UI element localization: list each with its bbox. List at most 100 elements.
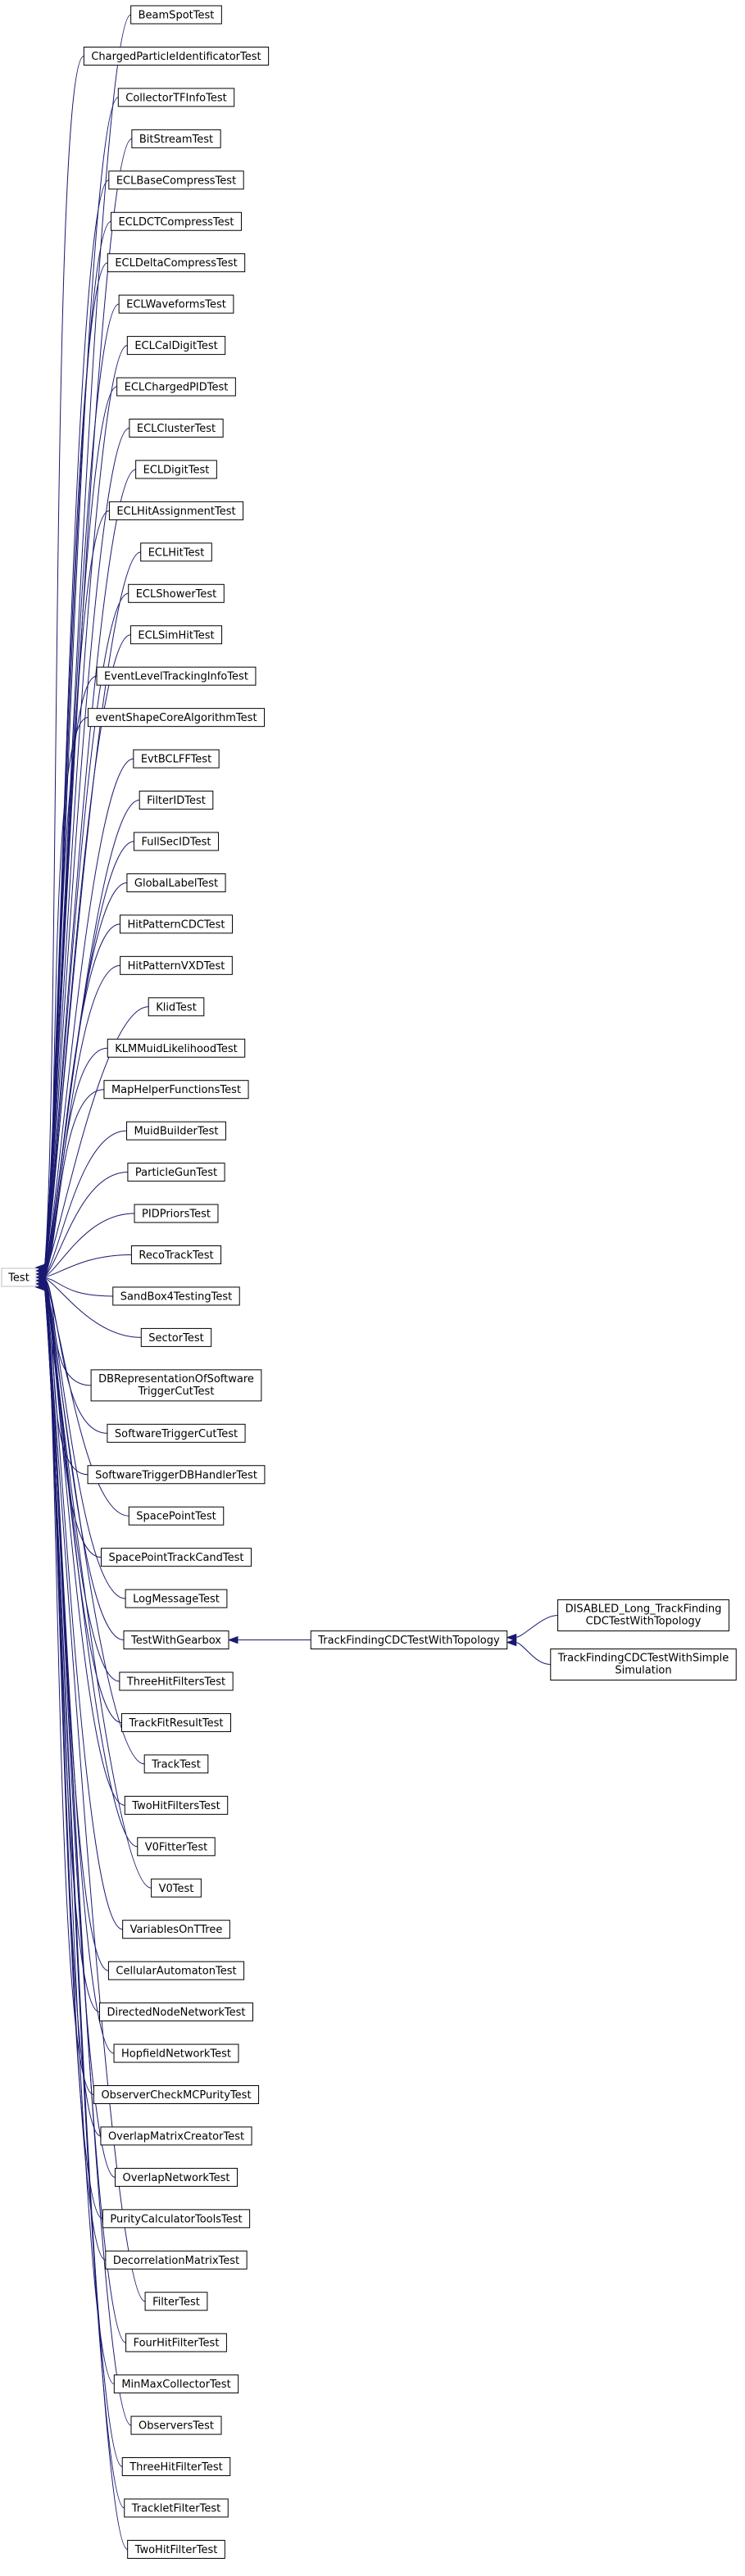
node-label: ECLSimHitTest [138,629,214,642]
class-node-reco-track-test[interactable]: RecoTrackTest [130,1245,222,1264]
class-node-eclwaveforms-test[interactable]: ECLWaveformsTest [118,294,234,314]
class-node-two-hit-filter-test[interactable]: TwoHitFilterTest [127,2539,225,2559]
class-node-filter-test[interactable]: FilterTest [144,2292,208,2311]
inheritance-edge [43,428,129,1274]
class-node-track-test[interactable]: TrackTest [143,1754,209,1774]
class-node-beam-spot-test[interactable]: BeamSpotTest [130,5,222,25]
class-node-observers-test[interactable]: ObserversTest [130,2415,222,2435]
class-node-particle-gun-test[interactable]: ParticleGunTest [127,1163,225,1182]
node-box [107,253,246,273]
class-node-map-helper-functions-test[interactable]: MapHelperFunctionsTest [103,1080,249,1100]
class-node-global-label-test[interactable]: GlobalLabelTest [126,873,226,892]
class-node-eclcal-digit-test[interactable]: ECLCalDigitTest [126,336,226,356]
class-node-space-point-test[interactable]: SpacePointTest [128,1506,225,1526]
node-label: V0FitterTest [145,1841,207,1853]
class-node-software-trigger-cut-test[interactable]: SoftwareTriggerCutTest [107,1423,246,1443]
class-node-filter-idtest[interactable]: FilterIDTest [139,791,214,810]
inheritance-edge [43,717,89,1276]
class-node-bit-stream-test[interactable]: BitStreamTest [131,129,221,148]
class-node-track-finding-cdctest-with-topology[interactable]: TrackFindingCDCTestWithTopology [310,1630,508,1650]
class-node-v0-fitter-test[interactable]: V0FitterTest [137,1837,216,1857]
class-node-klid-test[interactable]: KlidTest [148,997,205,1017]
class-node-purity-calculator-tools-test[interactable]: PurityCalculatorToolsTest [102,2209,251,2229]
class-node-hit-pattern-vxdtest[interactable]: HitPatternVXDTest [120,955,233,975]
class-node-ecldigit-test[interactable]: ECLDigitTest [135,460,217,479]
class-node-hopfield-network-test[interactable]: HopfieldNetworkTest [113,2043,239,2063]
node-label: ECLHitTest [148,546,205,559]
node-label: V0Test [159,1883,194,1895]
class-node-software-trigger-dbhandler-test[interactable]: SoftwareTriggerDBHandlerTest [87,1465,266,1485]
inheritance-edge [43,55,84,1272]
class-node-eclhit-test[interactable]: ECLHitTest [140,542,212,562]
node-label: FilterIDTest [147,795,206,807]
node-label: HopfieldNetworkTest [121,2048,231,2061]
node-box [550,1649,737,1681]
node-label: BeamSpotTest [139,10,215,22]
class-node-ecldctcompress-test[interactable]: ECLDCTCompressTest [111,211,242,231]
class-node-collector-tfinfo-test[interactable]: CollectorTFInfoTest [117,88,235,107]
class-node-eclcharged-pidtest[interactable]: ECLChargedPIDTest [116,377,236,397]
edges [34,14,558,2550]
class-node-sand-box4-testing-test[interactable]: SandBox4TestingTest [112,1286,240,1306]
class-node-min-max-collector-test[interactable]: MinMaxCollectorTest [113,2374,239,2394]
class-node-test-with-gearbox[interactable]: TestWithGearbox [123,1630,229,1650]
class-node-tracklet-filter-test[interactable]: TrackletFilterTest [124,2498,229,2518]
inheritance-edge [43,1281,146,2302]
class-node-disabled-long-track-finding[interactable]: DISABLED_Long_TrackFindingCDCTestWithTop… [557,1599,729,1632]
class-node-event-shape-core-algorithm-test[interactable]: eventShapeCoreAlgorithmTest [87,708,266,728]
class-node-charged-particle-identificator-test[interactable]: ChargedParticleIdentificatorTest [83,46,270,66]
inheritance-edge [43,1277,113,1297]
node-box [125,1589,228,1608]
class-node-pidpriors-test[interactable]: PIDPriorsTest [134,1204,219,1223]
node-box [129,419,224,438]
node-box [127,2539,225,2559]
class-node-eclsim-hit-test[interactable]: ECLSimHitTest [129,625,223,645]
class-node-directed-node-network-test[interactable]: DirectedNodeNetworkTest [99,2002,253,2022]
inheritance-edge [43,1282,132,2426]
class-node-track-fit-result-test[interactable]: TrackFitResultTest [120,1712,232,1732]
node-label: ParticleGunTest [135,1167,217,1179]
class-node-space-point-track-cand-test[interactable]: SpacePointTrackCandTest [100,1548,252,1567]
node-label: BitStreamTest [139,134,213,146]
class-node-variables-on-ttree[interactable]: VariablesOnTTree [122,1920,230,1939]
class-node-sector-test[interactable]: SectorTest [140,1327,212,1347]
class-node-v0-test[interactable]: V0Test [151,1878,202,1898]
class-node-two-hit-filters-test[interactable]: TwoHitFiltersTest [124,1795,229,1815]
class-node-eclcluster-test[interactable]: ECLClusterTest [129,419,224,438]
class-node-three-hit-filter-test[interactable]: ThreeHitFilterTest [121,2457,231,2477]
node-box [107,1423,246,1443]
node-box [117,88,235,107]
class-node-decorrelation-matrix-test[interactable]: DecorrelationMatrixTest [105,2250,248,2270]
node-box [151,1878,202,1898]
class-node-observer-check-mcpurity-test[interactable]: ObserverCheckMCPurityTest [93,2085,260,2104]
class-node-ecldelta-compress-test[interactable]: ECLDeltaCompressTest [107,253,246,273]
class-node-test[interactable]: Test [1,1268,37,1287]
class-node-eclhit-assignment-test[interactable]: ECLHitAssignmentTest [108,501,244,520]
class-node-klmmuid-likelihood-test[interactable]: KLMMuidLikelihoodTest [107,1038,246,1058]
class-node-log-message-test[interactable]: LogMessageTest [125,1589,228,1608]
class-node-four-hit-filter-test[interactable]: FourHitFilterTest [125,2333,227,2352]
class-node-evt-bclfftest[interactable]: EvtBCLFFTest [133,749,220,769]
node-label: TwoHitFiltersTest [131,1800,220,1812]
node-label: ECLShowerTest [136,588,217,601]
node-box [115,2167,238,2187]
class-node-muid-builder-test[interactable]: MuidBuilderTest [126,1121,226,1141]
class-node-full-sec-idtest[interactable]: FullSecIDTest [133,832,220,851]
node-box [90,1369,262,1402]
node-label: GlobalLabelTest [134,878,218,890]
class-node-overlap-network-test[interactable]: OverlapNetworkTest [115,2167,238,2187]
class-node-three-hit-filters-test[interactable]: ThreeHitFiltersTest [119,1671,234,1691]
class-node-cellular-automaton-test[interactable]: CellularAutomatonTest [107,1961,245,1980]
class-node-eclshower-test[interactable]: ECLShowerTest [128,583,225,603]
class-node-hit-pattern-cdctest[interactable]: HitPatternCDCTest [119,914,234,934]
node-label: HitPatternVXDTest [128,960,225,973]
class-node-overlap-matrix-creator-test[interactable]: OverlapMatrixCreatorTest [100,2126,252,2146]
class-node-event-level-tracking-info-test[interactable]: EventLevelTrackingInfoTest [96,666,257,686]
node-box [133,749,220,769]
inheritance-edge [43,1130,127,1277]
node-label: FullSecIDTest [141,837,211,849]
class-node-eclbase-compress-test[interactable]: ECLBaseCompressTest [108,170,244,190]
inheritance-edge [43,1213,135,1278]
